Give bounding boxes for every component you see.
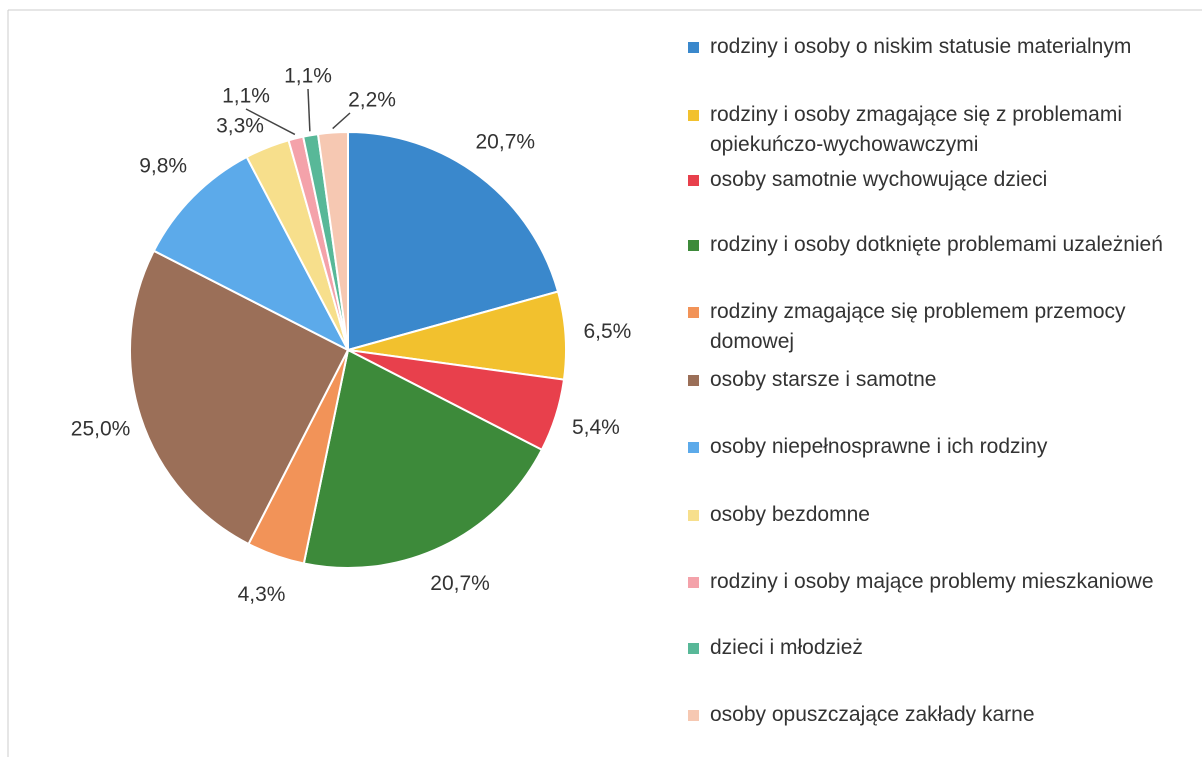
data-label: 5,4% xyxy=(572,416,620,439)
legend-item: rodziny i osoby mające problemy mieszkan… xyxy=(688,567,1188,597)
legend-swatch xyxy=(688,510,699,521)
legend-item: osoby opuszczające zakłady karne xyxy=(688,700,1188,730)
pie-slice xyxy=(316,130,349,351)
legend-label: osoby starsze i samotne xyxy=(710,368,937,391)
pie-slice xyxy=(152,155,351,353)
legend-swatch xyxy=(688,375,699,386)
legend-label: rodziny i osoby dotknięte problemami uza… xyxy=(710,233,1163,256)
legend-label: osoby niepełnosprawne i ich rodziny xyxy=(710,435,1048,458)
leader-line xyxy=(307,88,311,132)
legend-item: osoby bezdomne xyxy=(688,500,1188,530)
legend-label: rodziny i osoby o niskim statusie materi… xyxy=(710,35,1132,58)
legend-item: dzieci i młodzież xyxy=(688,633,1188,663)
legend-swatch xyxy=(688,577,699,588)
legend-swatch xyxy=(688,175,699,186)
data-label: 4,3% xyxy=(238,583,286,606)
data-label: 25,0% xyxy=(71,417,131,440)
legend-item: osoby starsze i samotne xyxy=(688,365,1188,395)
data-label: 3,3% xyxy=(216,115,264,138)
legend-swatch xyxy=(688,643,699,654)
legend-label: osoby samotnie wychowujące dzieci xyxy=(710,168,1048,191)
legend-item: rodziny i osoby zmagające się z problema… xyxy=(688,100,1188,160)
legend-swatch xyxy=(688,442,699,453)
legend-item: rodziny zmagające się problemem przemocy… xyxy=(688,297,1188,357)
leader-line xyxy=(332,112,351,130)
data-label: 1,1% xyxy=(222,85,270,108)
legend-swatch xyxy=(688,307,699,318)
legend-label: dzieci i młodzież xyxy=(710,636,863,659)
data-label: 6,5% xyxy=(583,320,631,343)
data-label: 20,7% xyxy=(430,572,490,595)
legend-item: rodziny i osoby dotknięte problemami uza… xyxy=(688,230,1188,260)
legend-swatch xyxy=(688,42,699,53)
legend-label: rodziny zmagające się problemem przemocy… xyxy=(710,300,1126,353)
legend-label: osoby bezdomne xyxy=(710,503,870,526)
pie-slice xyxy=(302,348,544,569)
legend-swatch xyxy=(688,240,699,251)
legend-swatch xyxy=(688,110,699,121)
pie-slice xyxy=(129,249,350,546)
legend-swatch xyxy=(688,710,699,721)
data-label: 20,7% xyxy=(476,131,536,154)
data-label: 9,8% xyxy=(139,155,187,178)
legend-label: osoby opuszczające zakłady karne xyxy=(710,703,1035,726)
data-label: 2,2% xyxy=(348,89,396,112)
leader-line xyxy=(245,108,296,136)
legend-label: rodziny i osoby zmagające się z problema… xyxy=(710,103,1123,156)
legend-label: rodziny i osoby mające problemy mieszkan… xyxy=(710,570,1154,593)
legend-item: osoby niepełnosprawne i ich rodziny xyxy=(688,432,1188,462)
pie-slice xyxy=(347,130,560,352)
legend-item: osoby samotnie wychowujące dzieci xyxy=(688,165,1188,195)
legend-item: rodziny i osoby o niskim statusie materi… xyxy=(688,32,1188,62)
data-label: 1,1% xyxy=(284,65,332,88)
